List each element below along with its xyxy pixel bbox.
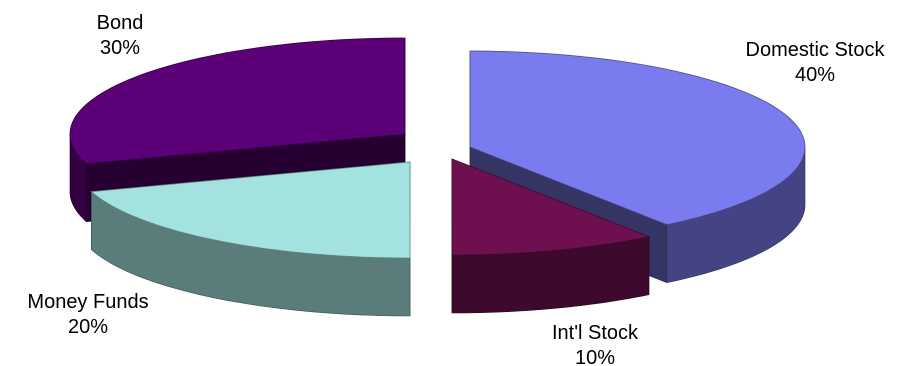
label-domestic-stock-name: Domestic Stock bbox=[745, 39, 885, 61]
label-intl-stock: Int'l Stock 10% bbox=[520, 321, 670, 366]
slice-bond bbox=[69, 37, 406, 165]
label-domestic-stock-value: 40% bbox=[794, 64, 836, 86]
slice-int-l-stock bbox=[451, 158, 651, 256]
slice-money-funds bbox=[90, 161, 411, 259]
label-money-funds: Money Funds 20% bbox=[0, 290, 176, 340]
label-bond: Bond 30% bbox=[60, 11, 180, 61]
label-bond-value: 30% bbox=[99, 37, 141, 59]
slice-domestic-stock bbox=[469, 50, 806, 226]
label-intl-stock-value: 10% bbox=[574, 347, 616, 366]
label-money-funds-value: 20% bbox=[67, 316, 109, 338]
label-money-funds-name: Money Funds bbox=[27, 291, 149, 313]
label-intl-stock-name: Int'l Stock bbox=[551, 322, 639, 344]
label-domestic-stock: Domestic Stock 40% bbox=[710, 38, 912, 88]
label-bond-name: Bond bbox=[96, 12, 144, 34]
